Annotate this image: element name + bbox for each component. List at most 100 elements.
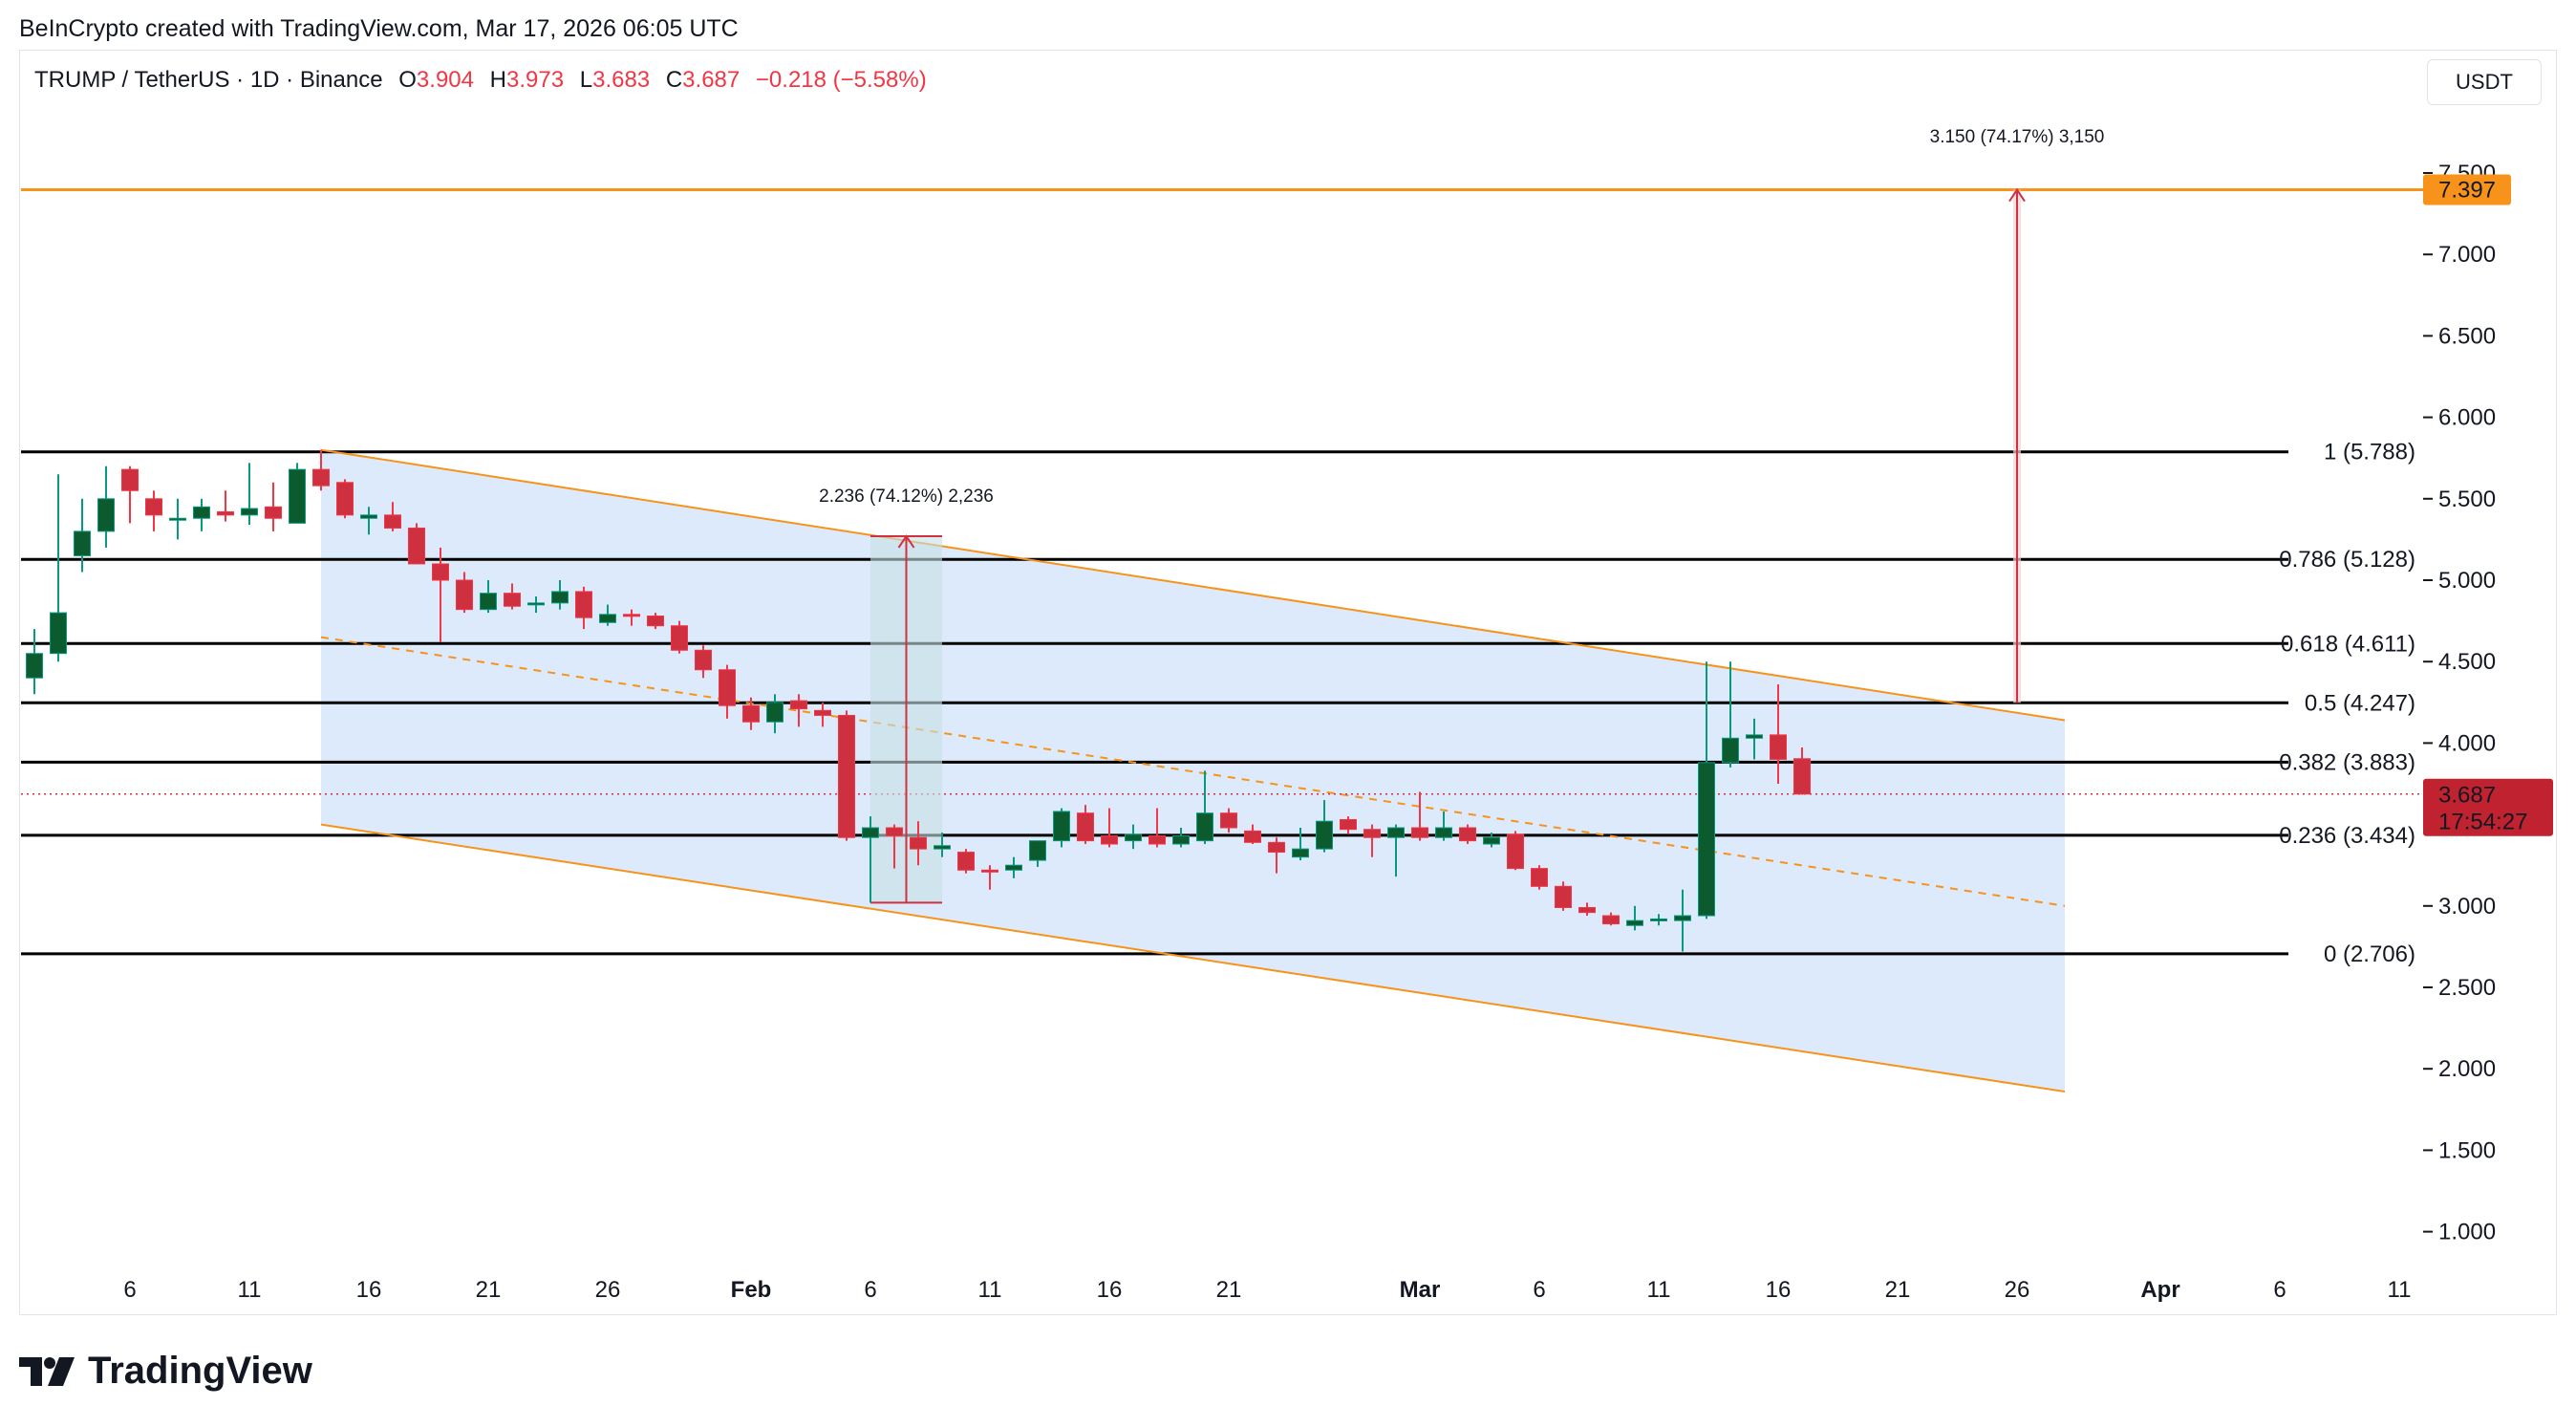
candle[interactable] xyxy=(862,816,879,903)
candle[interactable] xyxy=(480,580,497,614)
channel-mid-line[interactable] xyxy=(320,636,2066,907)
candle[interactable] xyxy=(1125,824,1142,850)
candle[interactable] xyxy=(1292,828,1309,861)
candle[interactable] xyxy=(74,498,91,573)
candle[interactable] xyxy=(145,490,162,531)
candle[interactable] xyxy=(1650,914,1667,926)
candle[interactable] xyxy=(1220,808,1237,833)
candle[interactable] xyxy=(121,465,139,524)
candle-body xyxy=(695,649,712,671)
candle[interactable] xyxy=(1148,808,1166,848)
candle[interactable] xyxy=(1411,791,1428,841)
candle[interactable] xyxy=(1101,808,1118,848)
candle[interactable] xyxy=(1507,831,1524,871)
candle[interactable] xyxy=(1626,905,1643,931)
candle[interactable] xyxy=(1555,881,1572,911)
candle[interactable] xyxy=(1531,865,1548,890)
candle-body xyxy=(1101,835,1118,845)
candle[interactable] xyxy=(1387,824,1405,877)
candle[interactable] xyxy=(456,572,473,614)
candle[interactable] xyxy=(1005,856,1022,878)
candle-body xyxy=(145,498,162,516)
y-tick-label: 1.500 xyxy=(2438,1137,2496,1163)
candle[interactable] xyxy=(1340,816,1357,834)
candle[interactable] xyxy=(1244,824,1261,845)
candle[interactable] xyxy=(719,664,736,719)
candle[interactable] xyxy=(838,710,855,841)
candle[interactable] xyxy=(671,620,688,654)
candle[interactable] xyxy=(695,645,712,679)
candle[interactable] xyxy=(1602,912,1620,926)
candle-body xyxy=(26,653,43,679)
symbol-label[interactable]: TRUMP / TetherUS · 1D · Binance xyxy=(34,67,383,93)
measure-2-label: 3.150 (74.17%) 3,150 xyxy=(1930,127,2105,147)
candle[interactable] xyxy=(504,583,521,610)
candle[interactable] xyxy=(1459,824,1476,845)
y-tick-label: 2.000 xyxy=(2438,1056,2496,1082)
candle[interactable] xyxy=(26,629,43,695)
candle[interactable] xyxy=(169,498,186,540)
candle[interactable] xyxy=(934,833,951,857)
channel-upper-line[interactable] xyxy=(320,448,2066,722)
candle-body xyxy=(575,591,592,618)
candle[interactable] xyxy=(1316,800,1333,853)
credit-text: BeInCrypto created with TradingView.com,… xyxy=(19,15,739,42)
candle[interactable] xyxy=(312,449,330,491)
candle[interactable] xyxy=(527,596,545,614)
candle[interactable] xyxy=(886,824,903,869)
candle[interactable] xyxy=(814,702,831,727)
candle[interactable] xyxy=(1793,747,1811,795)
candle[interactable] xyxy=(910,821,927,866)
candle[interactable] xyxy=(1077,805,1094,845)
candle-body xyxy=(1172,835,1190,845)
candle[interactable] xyxy=(432,547,449,642)
candle[interactable] xyxy=(742,697,760,730)
candle[interactable] xyxy=(1053,808,1070,848)
candle[interactable] xyxy=(1435,811,1452,841)
candle[interactable] xyxy=(647,613,664,630)
channel-lower-line[interactable] xyxy=(320,823,2066,1093)
candle-body xyxy=(1244,830,1261,843)
tradingview-logo[interactable]: TradingView xyxy=(19,1350,312,1393)
candle[interactable] xyxy=(360,507,377,535)
candle[interactable] xyxy=(623,609,640,626)
candle[interactable] xyxy=(1674,889,1691,952)
candle[interactable] xyxy=(217,490,234,522)
fib-level-label: 1 (5.788) xyxy=(2324,440,2415,465)
candle[interactable] xyxy=(551,580,569,610)
candle[interactable] xyxy=(790,694,807,727)
candle[interactable] xyxy=(1578,902,1596,917)
candle-body xyxy=(1220,812,1237,829)
candle[interactable] xyxy=(1196,770,1213,845)
candle[interactable] xyxy=(1483,833,1500,848)
candle-body xyxy=(336,482,354,516)
candle[interactable] xyxy=(1770,684,1787,784)
candle[interactable] xyxy=(981,865,998,890)
candle[interactable] xyxy=(766,694,784,734)
x-tick-label: 26 xyxy=(2005,1277,2030,1303)
currency-unit-button[interactable]: USDT xyxy=(2427,59,2542,105)
candle[interactable] xyxy=(1722,661,1739,768)
candle[interactable] xyxy=(1268,837,1285,874)
candle[interactable] xyxy=(1172,828,1190,848)
candle[interactable] xyxy=(289,463,306,524)
y-tick-label: 7.000 xyxy=(2438,242,2496,268)
candle-body xyxy=(504,593,521,607)
candle[interactable] xyxy=(957,849,975,874)
candle[interactable] xyxy=(384,502,401,531)
candle[interactable] xyxy=(408,523,425,565)
candle[interactable] xyxy=(336,479,354,519)
candle[interactable] xyxy=(1746,718,1763,760)
candle[interactable] xyxy=(1363,824,1381,857)
candle[interactable] xyxy=(193,498,210,531)
candle[interactable] xyxy=(241,463,258,526)
candle[interactable] xyxy=(97,465,115,548)
candle[interactable] xyxy=(1698,661,1715,920)
candle-body xyxy=(456,579,473,611)
candle[interactable] xyxy=(599,604,616,626)
candle[interactable] xyxy=(575,586,592,630)
candle[interactable] xyxy=(265,482,282,531)
candle[interactable] xyxy=(1029,840,1046,867)
candle[interactable] xyxy=(50,474,67,662)
